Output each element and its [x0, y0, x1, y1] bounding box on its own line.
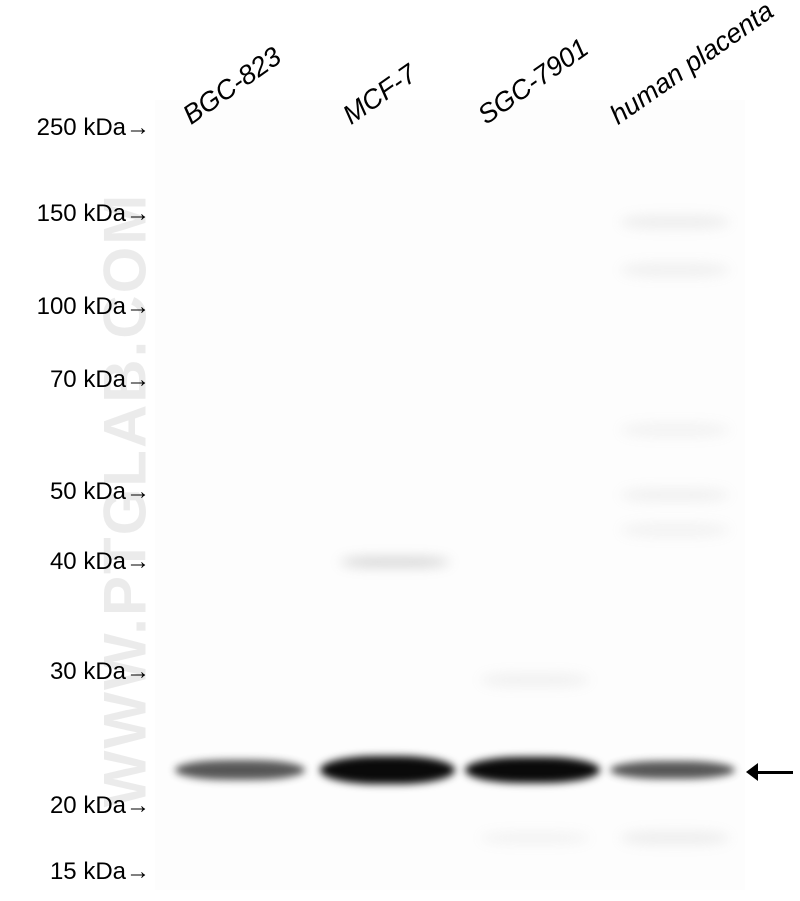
protein-band — [465, 757, 600, 783]
protein-band — [610, 761, 735, 779]
mw-marker-label: 250 kDa→ — [37, 114, 150, 142]
faint-band — [620, 263, 730, 277]
mw-marker-label: 20 kDa→ — [50, 792, 150, 820]
mw-marker-label: 70 kDa→ — [50, 366, 150, 394]
faint-band — [620, 523, 730, 537]
mw-marker-label: 40 kDa→ — [50, 548, 150, 576]
protein-band — [175, 760, 305, 780]
mw-marker-label: 15 kDa→ — [50, 858, 150, 886]
faint-band — [620, 831, 730, 845]
faint-band — [620, 423, 730, 437]
faint-band — [340, 557, 450, 567]
faint-band — [620, 488, 730, 502]
protein-band — [320, 756, 455, 784]
arrow-shaft — [755, 771, 793, 774]
faint-band — [480, 673, 590, 687]
faint-band — [620, 215, 730, 229]
arrow-head-icon — [746, 763, 758, 781]
western-blot-figure: WWW.PTGLAB.COM BGC-823MCF-7SGC-7901human… — [0, 0, 800, 901]
faint-band — [480, 832, 590, 844]
mw-marker-label: 50 kDa→ — [50, 478, 150, 506]
mw-marker-label: 30 kDa→ — [50, 658, 150, 686]
mw-marker-label: 100 kDa→ — [37, 293, 150, 321]
mw-marker-label: 150 kDa→ — [37, 200, 150, 228]
